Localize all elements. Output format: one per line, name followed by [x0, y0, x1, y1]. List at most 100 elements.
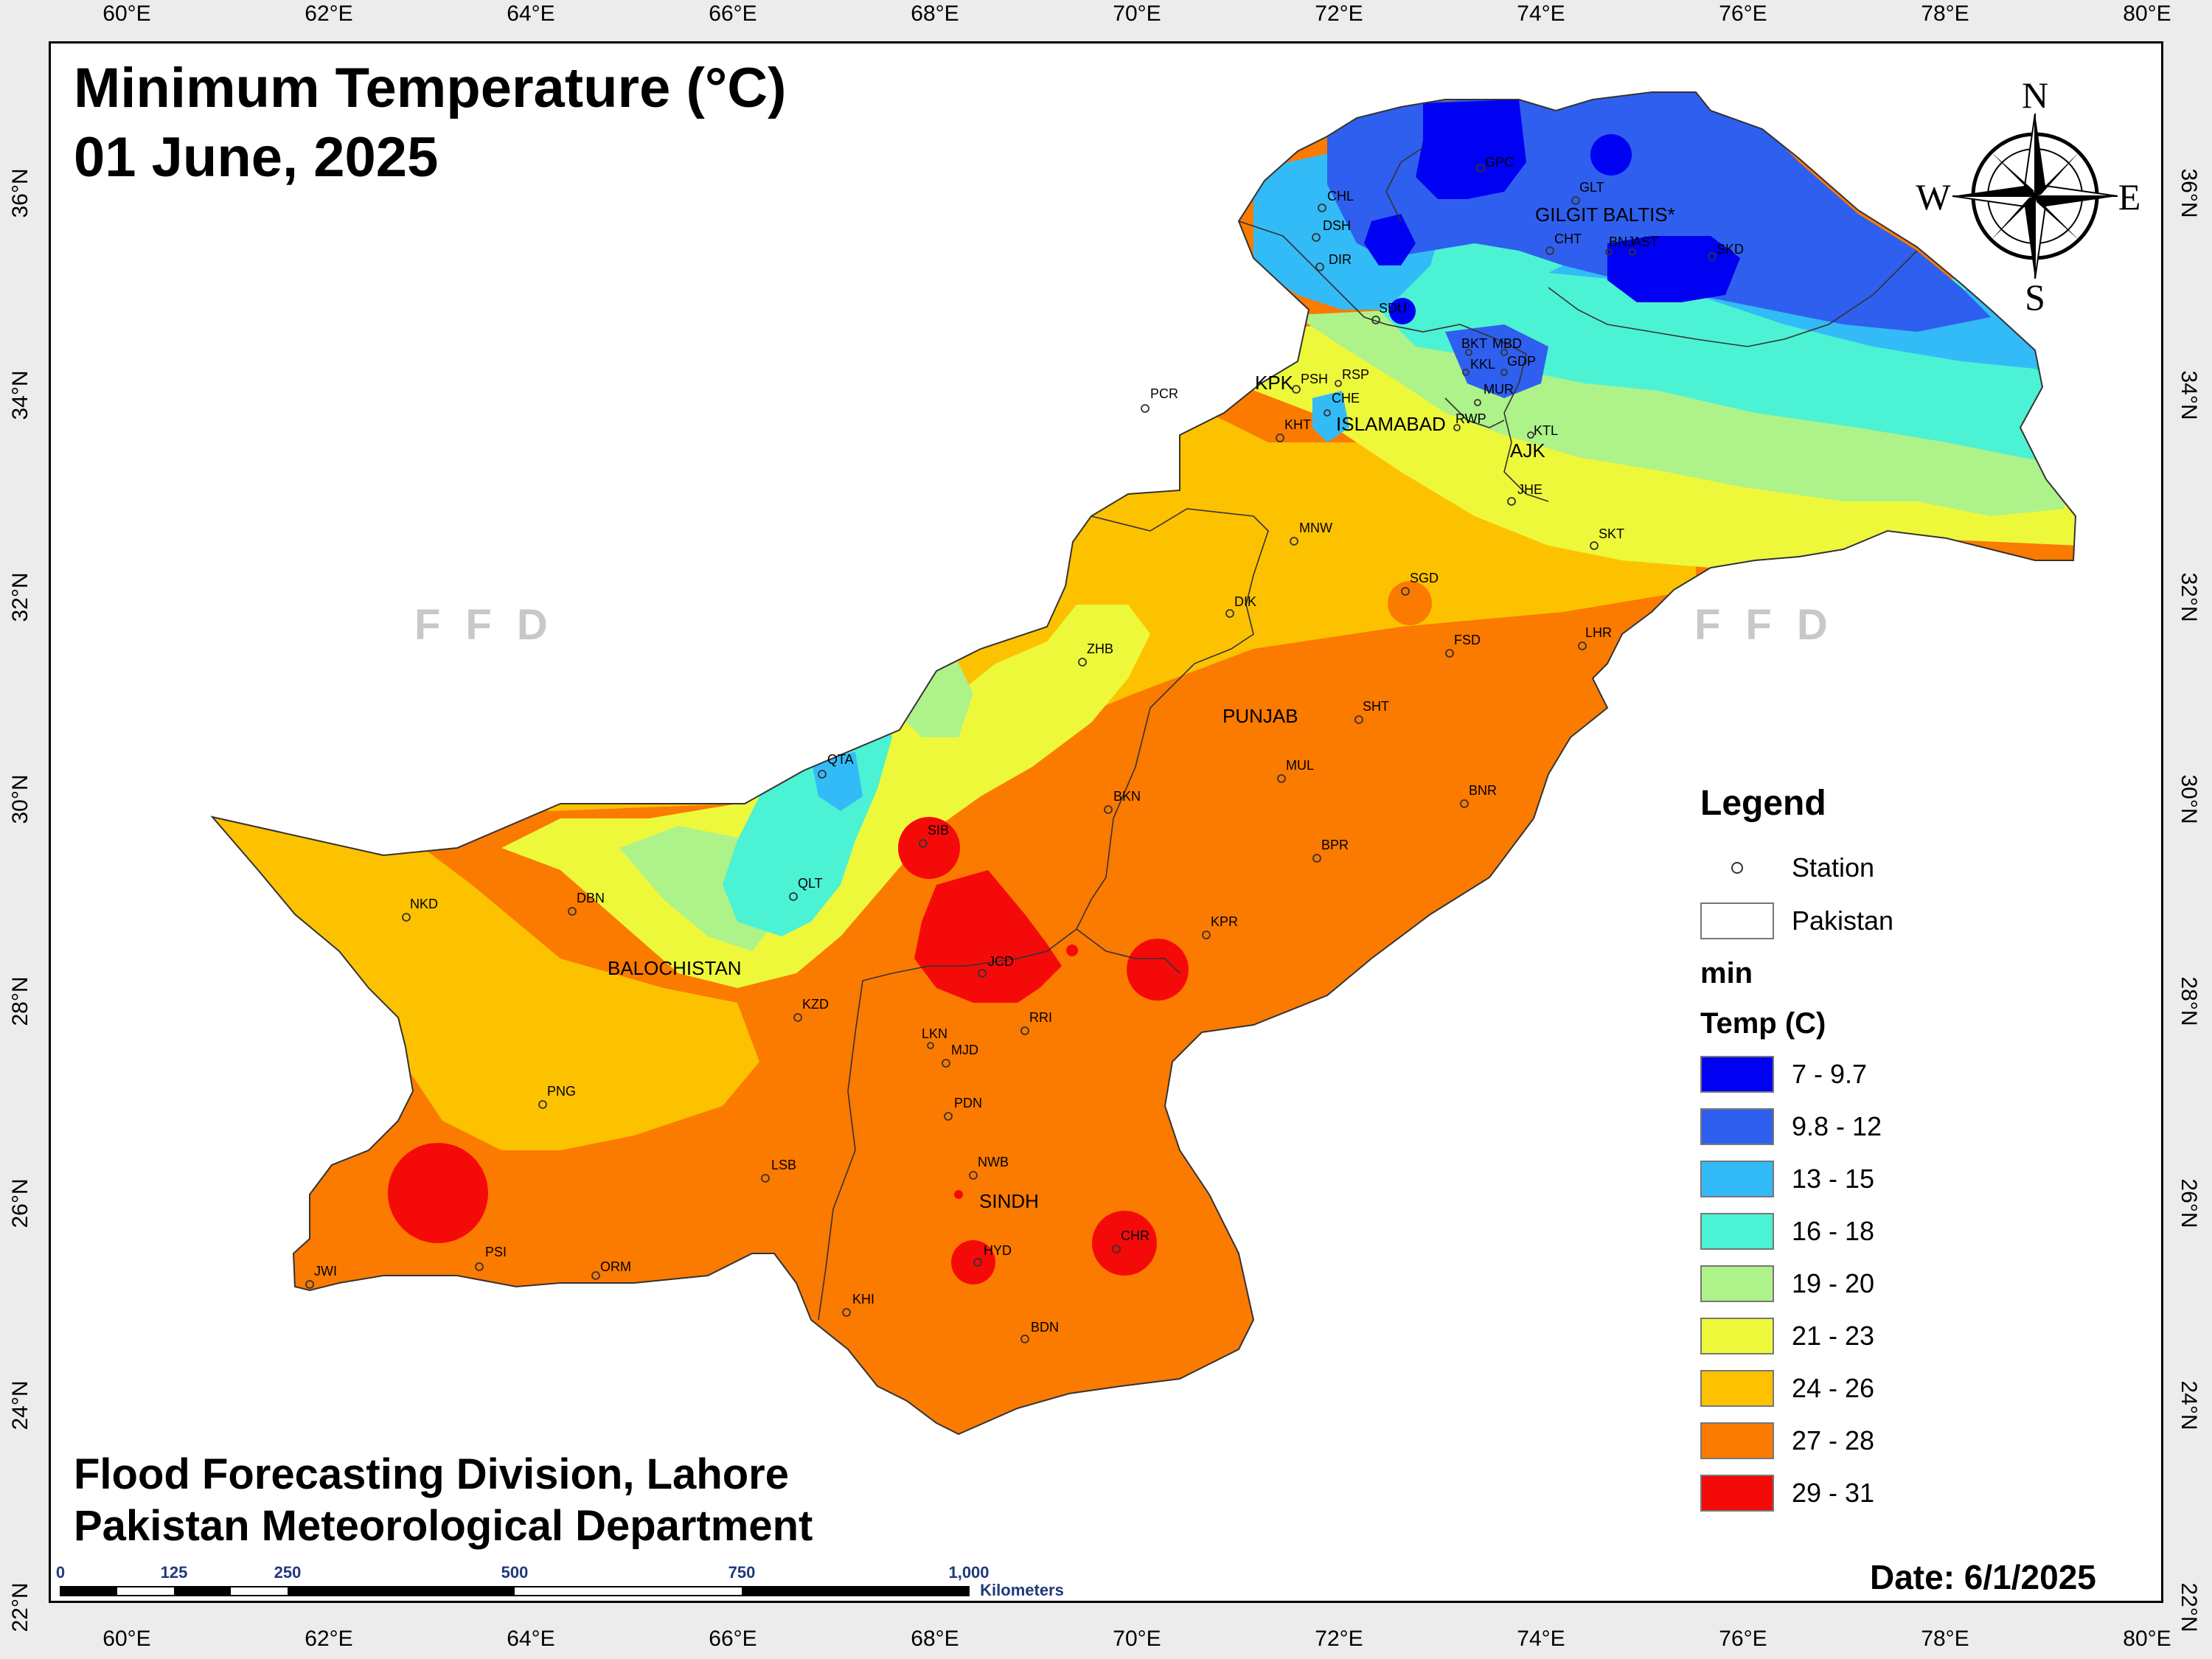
- scale-label-1000: 1,000: [948, 1563, 989, 1582]
- date-label: Date: 6/1/2025: [1870, 1558, 2096, 1596]
- legend-class-label: 13 - 15: [1792, 1164, 1875, 1194]
- legend-class-label: 27 - 28: [1792, 1425, 1875, 1455]
- station-hyd: HYD: [973, 1243, 1012, 1267]
- lat-tick: 26°N: [8, 1178, 32, 1228]
- station-dsh: DSH: [1312, 218, 1351, 242]
- credit-line-1: Flood Forecasting Division, Lahore: [74, 1450, 789, 1498]
- svg-text:PCR: PCR: [1150, 386, 1178, 401]
- svg-text:KTL: KTL: [1534, 423, 1558, 438]
- lon-tick: 70°E: [1113, 1, 1161, 26]
- legend-subtitle-temp: Temp (C): [1700, 1007, 1826, 1040]
- svg-text:RSP: RSP: [1342, 367, 1369, 382]
- region-gilgit-baltistan: GILGIT BALTIS*: [1535, 204, 1675, 226]
- svg-text:ZHB: ZHB: [1087, 641, 1113, 656]
- legend-swatch: [1700, 1318, 1774, 1354]
- station-mul: MUL: [1277, 758, 1314, 783]
- station-jhe: JHE: [1507, 482, 1543, 506]
- lon-tick: 60°E: [102, 1, 151, 26]
- svg-text:SKD: SKD: [1717, 242, 1744, 257]
- legend-class-4: 19 - 20: [1700, 1265, 1874, 1302]
- legend-class-label: 29 - 31: [1792, 1478, 1875, 1508]
- lat-tick: 30°N: [2177, 774, 2201, 824]
- region-balochistan: BALOCHISTAN: [608, 957, 742, 979]
- svg-text:ORM: ORM: [600, 1259, 631, 1274]
- scale-label-0: 0: [56, 1563, 65, 1582]
- station-bnr: BNR: [1460, 783, 1497, 808]
- lon-tick: 78°E: [1921, 1, 1969, 26]
- svg-text:MUR: MUR: [1484, 382, 1514, 397]
- lon-tick: 74°E: [1517, 1627, 1565, 1651]
- region-sindh: SINDH: [979, 1190, 1039, 1212]
- legend-swatch: [1700, 1213, 1774, 1250]
- legend-station: Station: [1700, 852, 1874, 883]
- svg-text:BNR: BNR: [1469, 783, 1497, 798]
- station-lhr: LHR: [1578, 625, 1612, 650]
- region-ajk: AJK: [1510, 439, 1545, 462]
- svg-text:AST: AST: [1632, 234, 1658, 249]
- svg-text:KKL: KKL: [1470, 357, 1495, 372]
- station-kht: KHT: [1276, 417, 1311, 442]
- watermark-left: FFD: [414, 601, 573, 649]
- station-sdu: SDU: [1371, 301, 1407, 324]
- svg-text:JWI: JWI: [314, 1264, 337, 1279]
- station-lsb: LSB: [761, 1158, 796, 1183]
- compass-w: W: [1916, 176, 1951, 218]
- svg-text:SKT: SKT: [1599, 526, 1624, 541]
- svg-text:PSI: PSI: [485, 1245, 507, 1259]
- station-chl: CHL: [1318, 189, 1354, 212]
- scale-label-750: 750: [728, 1563, 756, 1582]
- lon-tick: 76°E: [1719, 1, 1767, 26]
- station-skd: SKD: [1708, 242, 1744, 261]
- legend-class-2: 13 - 15: [1700, 1161, 1874, 1197]
- station-kkl: KKL: [1462, 357, 1495, 376]
- legend-class-5: 21 - 23: [1700, 1318, 1874, 1354]
- lon-tick: 62°E: [305, 1627, 353, 1651]
- station-zhb: ZHB: [1078, 641, 1113, 667]
- legend-class-label: 24 - 26: [1792, 1373, 1875, 1403]
- svg-text:CHT: CHT: [1554, 232, 1582, 246]
- svg-text:SDU: SDU: [1379, 301, 1407, 316]
- station-fsd: FSD: [1445, 633, 1481, 658]
- station-orm: ORM: [591, 1259, 631, 1280]
- lon-tick: 64°E: [507, 1627, 555, 1651]
- legend-class-7: 27 - 28: [1700, 1422, 1874, 1459]
- legend-swatch: [1700, 1108, 1774, 1145]
- legend-class-1: 9.8 - 12: [1700, 1108, 1882, 1145]
- scale-bar: [60, 1586, 970, 1596]
- svg-text:MBD: MBD: [1492, 336, 1522, 351]
- station-mjd: MJD: [942, 1043, 978, 1068]
- svg-text:MJD: MJD: [951, 1043, 978, 1057]
- svg-text:JCD: JCD: [988, 954, 1014, 969]
- lon-tick: 62°E: [305, 1, 353, 26]
- svg-text:MNW: MNW: [1299, 521, 1332, 535]
- lon-tick: 68°E: [911, 1627, 959, 1651]
- station-rsp: RSP: [1335, 367, 1369, 387]
- svg-text:GDP: GDP: [1507, 354, 1536, 369]
- svg-text:PDN: PDN: [954, 1096, 982, 1110]
- compass-e: E: [2118, 176, 2141, 218]
- station-bkn: BKN: [1104, 789, 1141, 814]
- station-kpr: KPR: [1202, 914, 1238, 939]
- svg-text:CHR: CHR: [1121, 1228, 1150, 1243]
- station-kzd: KZD: [793, 997, 829, 1022]
- legend-pakistan: Pakistan: [1700, 902, 1893, 939]
- station-pcr: PCR: [1141, 386, 1178, 413]
- legend-class-label: 7 - 9.7: [1792, 1059, 1868, 1089]
- svg-text:BPR: BPR: [1321, 838, 1349, 852]
- region-punjab: PUNJAB: [1222, 705, 1298, 727]
- lat-tick: 28°N: [8, 976, 32, 1026]
- station-khi: KHI: [842, 1292, 874, 1317]
- station-sib: SIB: [919, 823, 949, 848]
- svg-text:RWP: RWP: [1455, 411, 1486, 426]
- svg-text:CHL: CHL: [1327, 189, 1354, 204]
- svg-text:DIK: DIK: [1234, 594, 1256, 609]
- lon-tick: 64°E: [507, 1, 555, 26]
- province-boundaries: [818, 147, 1918, 1321]
- station-lkn: LKN: [922, 1026, 947, 1049]
- compass-n: N: [2022, 74, 2048, 116]
- lon-tick: 66°E: [709, 1627, 757, 1651]
- station-cht: CHT: [1545, 232, 1582, 255]
- station-png: PNG: [538, 1084, 576, 1109]
- lon-tick: 72°E: [1315, 1, 1363, 26]
- svg-text:LHR: LHR: [1585, 625, 1612, 640]
